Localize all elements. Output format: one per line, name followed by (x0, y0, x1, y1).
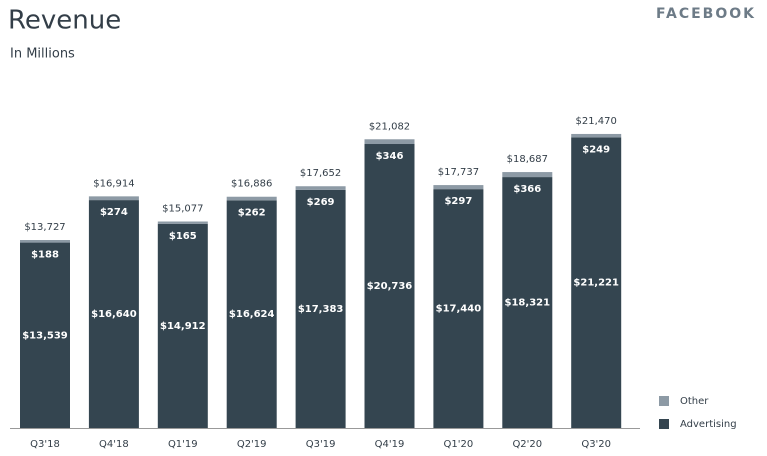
value-label: $366 (513, 184, 541, 195)
x-tick-label: Q3'20 (581, 439, 611, 450)
value-label: $17,440 (436, 304, 482, 315)
total-label: $21,082 (369, 121, 410, 132)
total-label: $17,652 (300, 168, 341, 179)
total-label: $16,886 (231, 179, 272, 190)
value-label: $249 (582, 144, 610, 155)
bar-segment (295, 189, 346, 428)
value-label: $165 (169, 231, 197, 242)
value-label: $14,912 (160, 321, 206, 332)
legend-label: Other (680, 396, 709, 407)
bar-segment (226, 196, 277, 201)
value-label: $188 (31, 250, 59, 261)
total-label: $21,470 (576, 116, 617, 127)
bar-segment (88, 196, 139, 201)
chart-title: Revenue (8, 6, 121, 36)
legend-swatch (659, 396, 669, 406)
bar-segment (571, 133, 622, 138)
x-tick-label: Q4'18 (99, 439, 129, 450)
total-label: $13,727 (24, 222, 65, 233)
value-label: $16,640 (91, 309, 137, 320)
x-tick-label: Q3'18 (30, 439, 60, 450)
x-tick-label: Q4'19 (375, 439, 405, 450)
total-label: $16,914 (93, 178, 134, 189)
bar-segment (157, 223, 208, 428)
brand-logo: FACEBOOK (656, 6, 756, 22)
bar-segment (295, 186, 346, 190)
bar-segment (20, 239, 70, 243)
bar-segment (20, 242, 70, 428)
x-tick-label: Q3'19 (306, 439, 336, 450)
legend-label: Advertising (680, 419, 737, 430)
value-label: $297 (444, 196, 472, 207)
bar-segment (433, 189, 484, 428)
total-label: $17,737 (438, 167, 479, 178)
bar-segment (364, 144, 415, 428)
bar-segment (502, 177, 553, 428)
legend-swatch (659, 419, 669, 429)
value-label: $269 (307, 197, 335, 208)
bar-segment (226, 200, 277, 428)
x-tick-label: Q2'20 (512, 439, 542, 450)
value-label: $17,383 (298, 304, 344, 315)
total-label: $15,077 (162, 204, 203, 215)
value-label: $13,539 (22, 330, 68, 341)
value-label: $16,624 (229, 309, 275, 320)
bar-segment (157, 221, 208, 224)
value-label: $20,736 (367, 281, 413, 292)
chart-subtitle: In Millions (10, 47, 75, 62)
x-tick-label: Q1'20 (444, 439, 474, 450)
bar-segment (571, 137, 622, 428)
value-label: $262 (238, 207, 266, 218)
value-label: $274 (100, 207, 128, 218)
x-tick-label: Q2'19 (237, 439, 267, 450)
bar-segment (433, 185, 484, 190)
value-label: $21,221 (573, 278, 619, 289)
bar-segment (364, 139, 415, 145)
bar-segment (502, 172, 553, 178)
value-label: $346 (376, 151, 404, 162)
bar-segment (88, 200, 139, 428)
value-label: $18,321 (505, 298, 551, 309)
x-tick-label: Q1'19 (168, 439, 198, 450)
total-label: $18,687 (507, 154, 548, 165)
